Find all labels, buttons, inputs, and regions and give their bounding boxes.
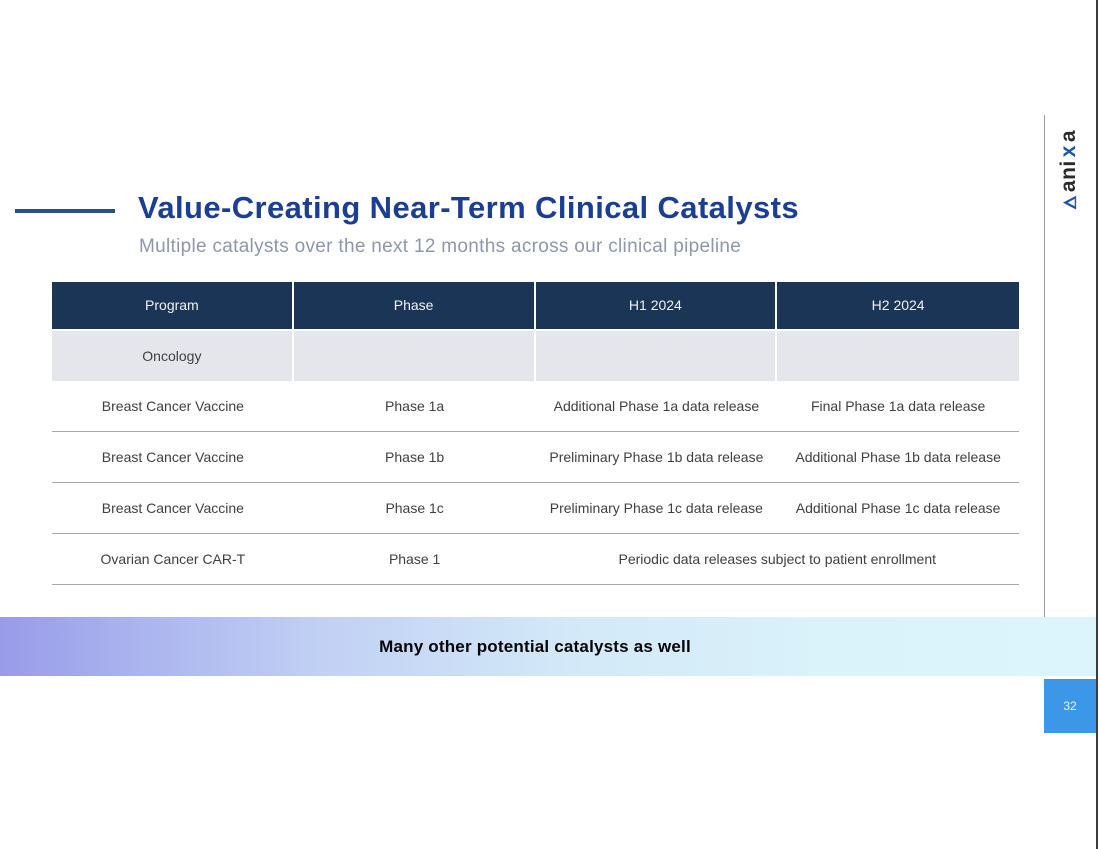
- table-row: Breast Cancer Vaccine Phase 1c Prelimina…: [52, 483, 1019, 534]
- table-section-row-oncology: Oncology: [52, 331, 1019, 381]
- cell-h1: Additional Phase 1a data release: [553, 397, 760, 414]
- catalyst-table: Program Phase H1 2024 H2 2024 Oncology B…: [52, 282, 1019, 585]
- vertical-divider: [1044, 115, 1045, 617]
- column-header-program: Program: [52, 282, 294, 329]
- page-number: 32: [1063, 699, 1077, 713]
- section-empty-cell: [293, 331, 536, 381]
- banner: Many other potential catalysts as well: [0, 617, 1096, 676]
- table-row: Breast Cancer Vaccine Phase 1b Prelimina…: [52, 432, 1019, 483]
- cell-h1: Preliminary Phase 1c data release: [549, 499, 763, 516]
- cell-program: Breast Cancer Vaccine: [101, 397, 244, 414]
- right-edge-line: [1096, 0, 1098, 849]
- cell-program: Ovarian Cancer CAR-T: [100, 550, 246, 567]
- table-row: Ovarian Cancer CAR-T Phase 1 Periodic da…: [52, 534, 1019, 585]
- section-label: Oncology: [52, 331, 294, 381]
- cell-program: Breast Cancer Vaccine: [101, 499, 244, 516]
- delta-triangle-icon: [1062, 195, 1076, 210]
- table-header-row: Program Phase H1 2024 H2 2024: [52, 282, 1019, 331]
- cell-program: Breast Cancer Vaccine: [101, 448, 244, 465]
- page-subtitle: Multiple catalysts over the next 12 mont…: [139, 236, 742, 257]
- cell-h1: Preliminary Phase 1b data release: [549, 448, 764, 465]
- anixa-logo: ani x a: [1046, 126, 1092, 214]
- table-row: Breast Cancer Vaccine Phase 1a Additiona…: [52, 381, 1019, 432]
- anixa-logo-text: ani x a: [1057, 130, 1081, 210]
- cell-h2: Additional Phase 1c data release: [795, 499, 1001, 516]
- cell-h2: Final Phase 1a data release: [810, 397, 986, 414]
- page-number-badge: 32: [1044, 679, 1096, 733]
- section-empty-cell: [777, 331, 1019, 381]
- logo-brand-prefix: ani: [1057, 160, 1080, 193]
- banner-text: Many other potential catalysts as well: [379, 636, 691, 656]
- cell-h2: Additional Phase 1b data release: [795, 448, 1001, 465]
- section-empty-cell: [535, 331, 778, 381]
- cell-phase: Phase 1b: [385, 448, 445, 465]
- column-header-h2-2024: H2 2024: [777, 282, 1019, 329]
- logo-brand-accent: x: [1057, 145, 1080, 158]
- cell-h1-h2-span: Periodic data releases subject to patien…: [618, 550, 936, 567]
- column-header-phase: Phase: [293, 282, 536, 329]
- logo-brand-suffix: a: [1057, 129, 1080, 143]
- cell-phase: Phase 1: [388, 550, 441, 567]
- cell-phase: Phase 1c: [385, 499, 444, 516]
- cell-phase: Phase 1a: [385, 397, 445, 414]
- page-title: Value-Creating Near-Term Clinical Cataly…: [138, 190, 799, 225]
- column-header-h1-2024: H1 2024: [535, 282, 778, 329]
- title-accent-line: [15, 209, 115, 213]
